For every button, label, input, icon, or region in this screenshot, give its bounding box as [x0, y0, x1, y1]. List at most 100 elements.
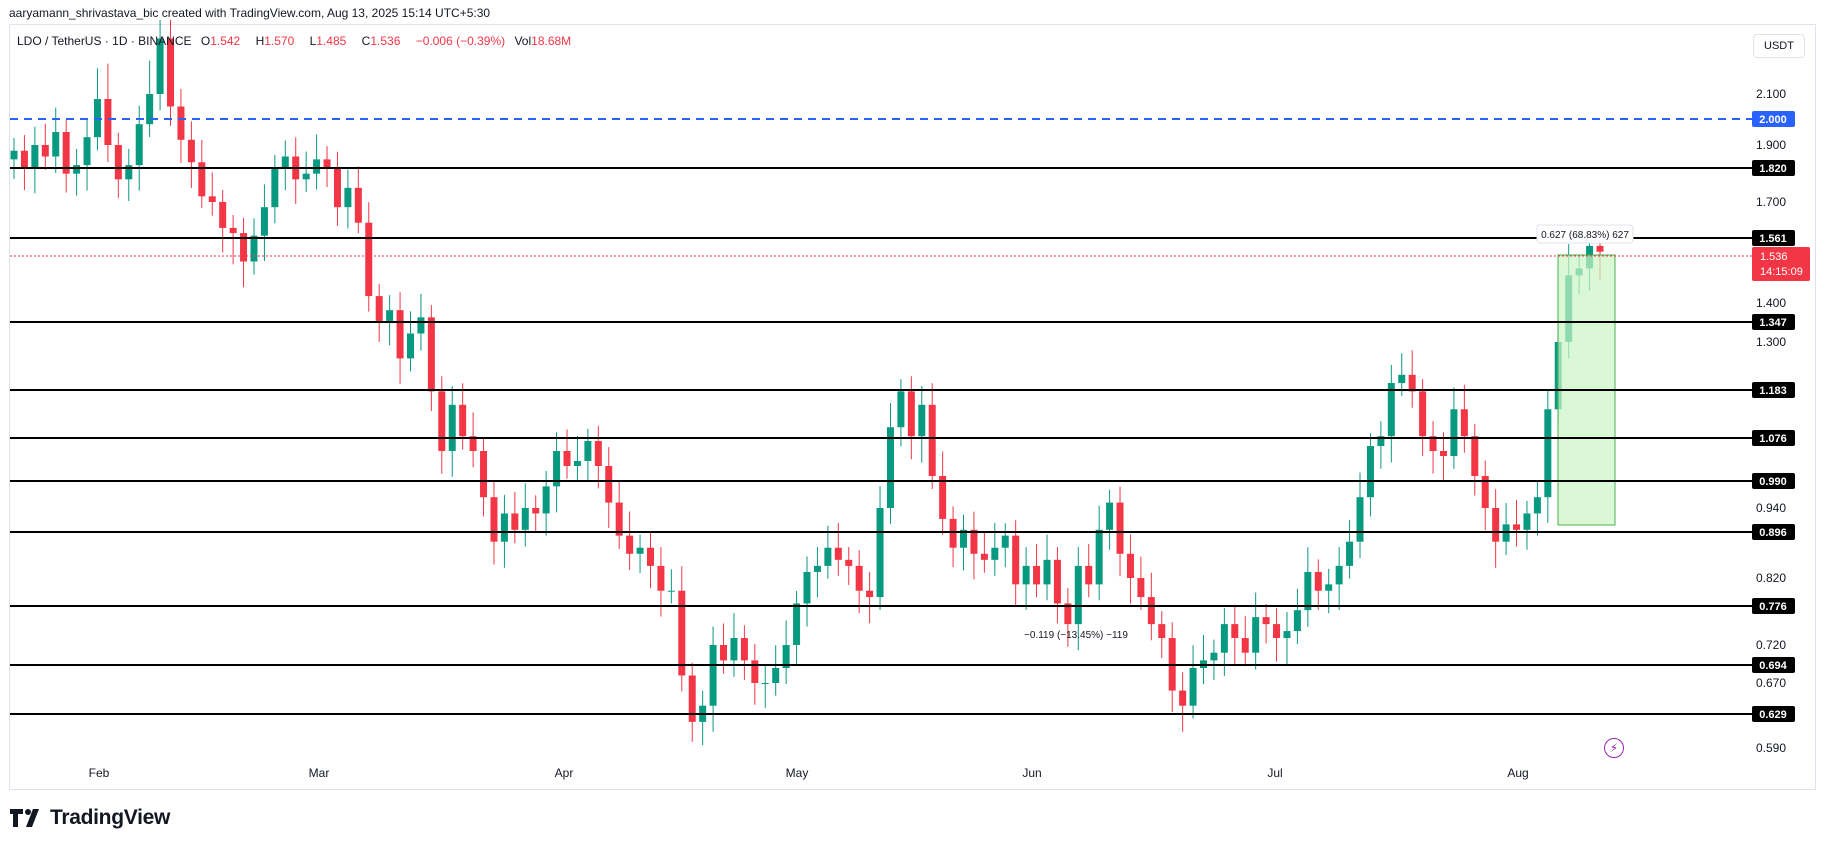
candle[interactable]: [793, 603, 801, 645]
candle[interactable]: [1460, 409, 1468, 437]
candle[interactable]: [480, 451, 488, 498]
candle[interactable]: [135, 124, 143, 166]
candle[interactable]: [20, 150, 28, 168]
candle[interactable]: [1387, 383, 1395, 437]
candle[interactable]: [803, 571, 811, 604]
candle[interactable]: [709, 645, 717, 706]
candle[interactable]: [1022, 565, 1030, 585]
candle[interactable]: [1210, 652, 1218, 661]
candle[interactable]: [1325, 584, 1333, 591]
candle[interactable]: [333, 168, 341, 208]
candle[interactable]: [354, 187, 362, 223]
candle[interactable]: [1137, 578, 1145, 598]
candle[interactable]: [62, 132, 70, 174]
candle[interactable]: [1252, 617, 1260, 653]
candle[interactable]: [626, 535, 634, 554]
candle[interactable]: [573, 461, 581, 466]
candle[interactable]: [1033, 565, 1041, 585]
candle[interactable]: [1283, 631, 1291, 639]
currency-button[interactable]: USDT: [1753, 34, 1805, 58]
candle[interactable]: [740, 638, 748, 661]
candle[interactable]: [1189, 668, 1197, 706]
candle[interactable]: [1314, 571, 1322, 591]
candle[interactable]: [125, 165, 133, 180]
candle[interactable]: [970, 529, 978, 554]
lightning-icon[interactable]: ⚡: [1604, 738, 1624, 758]
candle[interactable]: [1053, 559, 1061, 604]
symbol-label[interactable]: LDO / TetherUS · 1D · BINANCE: [17, 34, 192, 48]
candle[interactable]: [1513, 524, 1521, 530]
candle[interactable]: [10, 150, 18, 160]
candle[interactable]: [834, 547, 842, 560]
candle[interactable]: [1471, 436, 1479, 476]
candle[interactable]: [532, 508, 540, 514]
candle[interactable]: [281, 156, 289, 169]
candle[interactable]: [1085, 565, 1093, 585]
candle[interactable]: [584, 441, 592, 461]
candle[interactable]: [991, 547, 999, 560]
candle[interactable]: [156, 38, 164, 95]
candle[interactable]: [1377, 436, 1385, 446]
candle[interactable]: [146, 94, 154, 125]
candle[interactable]: [469, 436, 477, 451]
candle[interactable]: [1106, 502, 1114, 530]
candle[interactable]: [1419, 391, 1427, 437]
candle[interactable]: [1429, 436, 1437, 451]
candle[interactable]: [678, 590, 686, 676]
candle[interactable]: [1293, 610, 1301, 632]
candle[interactable]: [824, 547, 832, 566]
candle[interactable]: [918, 404, 926, 437]
candle[interactable]: [876, 508, 884, 598]
candle[interactable]: [907, 391, 915, 437]
candle[interactable]: [208, 196, 216, 202]
candle[interactable]: [240, 233, 248, 262]
candle[interactable]: [313, 159, 321, 174]
candle[interactable]: [667, 590, 675, 592]
candle[interactable]: [1241, 638, 1249, 653]
candle[interactable]: [1179, 690, 1187, 706]
candle[interactable]: [615, 502, 623, 536]
candle[interactable]: [813, 565, 821, 572]
candle[interactable]: [772, 668, 780, 683]
candle[interactable]: [1012, 535, 1020, 585]
candle[interactable]: [646, 547, 654, 566]
candle[interactable]: [41, 145, 49, 157]
candle[interactable]: [386, 310, 394, 321]
candle[interactable]: [1158, 624, 1166, 639]
candle[interactable]: [250, 235, 258, 262]
candle[interactable]: [1064, 603, 1072, 625]
candle[interactable]: [730, 638, 738, 661]
candle[interactable]: [177, 106, 185, 140]
candle[interactable]: [73, 165, 81, 174]
candle[interactable]: [52, 132, 60, 157]
candle[interactable]: [594, 441, 602, 466]
candle[interactable]: [1220, 624, 1228, 653]
candle[interactable]: [1544, 409, 1552, 498]
candle[interactable]: [1408, 374, 1416, 392]
candle[interactable]: [960, 529, 968, 548]
candle[interactable]: [1126, 553, 1134, 578]
candle[interactable]: [866, 590, 874, 598]
candle[interactable]: [1095, 529, 1103, 585]
candle[interactable]: [417, 317, 425, 334]
candle[interactable]: [897, 391, 905, 428]
candle[interactable]: [1346, 541, 1354, 566]
candle[interactable]: [229, 227, 237, 234]
candle[interactable]: [1366, 446, 1374, 498]
candle[interactable]: [187, 139, 195, 163]
candle[interactable]: [886, 427, 894, 508]
candle[interactable]: [521, 508, 529, 530]
candle[interactable]: [636, 547, 644, 554]
candle[interactable]: [271, 168, 279, 208]
candle[interactable]: [1074, 565, 1082, 625]
candle[interactable]: [167, 38, 175, 107]
candle[interactable]: [980, 553, 988, 560]
candle[interactable]: [657, 565, 665, 591]
candle[interactable]: [751, 660, 759, 683]
candle[interactable]: [459, 404, 467, 437]
candle[interactable]: [1304, 571, 1312, 611]
candle[interactable]: [782, 645, 790, 668]
candle[interactable]: [375, 296, 383, 321]
candle[interactable]: [605, 466, 613, 503]
candle[interactable]: [949, 518, 957, 548]
